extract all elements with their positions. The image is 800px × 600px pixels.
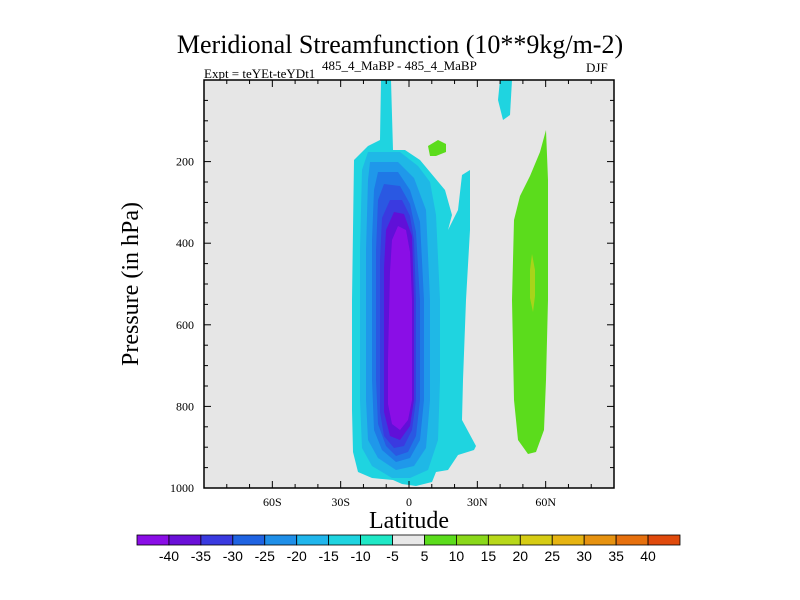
colorbar-swatch [328, 534, 361, 546]
colorbar-label: 10 [449, 548, 465, 564]
colorbar-swatch [487, 534, 521, 546]
run-label: 485_4_MaBP - 485_4_MaBP [322, 58, 477, 73]
experiment-label: Expt = teYEt-teYDt1 [204, 66, 316, 81]
colorbar-swatch [296, 534, 330, 546]
colorbar-swatch [519, 534, 553, 546]
colorbar-label: 5 [421, 548, 429, 564]
x-tick-label: 60N [535, 495, 556, 509]
colorbar-label: 25 [544, 548, 560, 564]
colorbar [136, 534, 681, 546]
y-tick-label: 600 [176, 318, 194, 332]
season-label: DJF [586, 60, 608, 75]
colorbar-swatch [615, 534, 649, 546]
colorbar-swatch [392, 534, 425, 546]
colorbar-label: -30 [223, 548, 243, 564]
x-tick-label: 60S [263, 495, 282, 509]
colorbar-swatch [264, 534, 298, 546]
colorbar-swatch [583, 534, 617, 546]
colorbar-swatch [647, 534, 681, 546]
colorbar-label: 30 [576, 548, 592, 564]
colorbar-label: -40 [159, 548, 179, 564]
colorbar-swatch [551, 534, 585, 546]
x-tick-label: 30N [467, 495, 488, 509]
tick-labels: 60S 30S 0 30N 60N 200 400 600 800 1000 [170, 155, 556, 509]
y-tick-label: 200 [176, 155, 194, 169]
colorbar-swatch [424, 534, 457, 546]
colorbar-label: -25 [255, 548, 275, 564]
x-tick-label: 0 [406, 495, 412, 509]
chart-title: Meridional Streamfunction (10**9kg/m-2) [176, 30, 624, 59]
colorbar-swatch [200, 534, 234, 546]
colorbar-label: -20 [287, 548, 307, 564]
colorbar-swatch [136, 534, 170, 546]
colorbar-label: -5 [386, 548, 399, 564]
colorbar-label: 35 [608, 548, 624, 564]
contour-fill-minus40 [388, 226, 412, 430]
contour-fill-plus15 [530, 254, 535, 312]
y-tick-label: 1000 [170, 481, 194, 495]
contour-fill-upper-strip [498, 80, 512, 120]
y-tick-label: 400 [176, 236, 194, 250]
colorbar-label: 40 [640, 548, 656, 564]
colorbar-label: 15 [481, 548, 497, 564]
colorbar-labels: -40 -35 -30 -25 -20 -15 -10 -5 5 10 15 20 25 30 35 40 [159, 548, 656, 564]
colorbar-label: 20 [513, 548, 529, 564]
contour-fill-plus10-blob [428, 140, 446, 156]
colorbar-swatch [232, 534, 266, 546]
colorbar-label: -10 [350, 548, 370, 564]
colorbar-swatch [360, 534, 393, 546]
colorbar-label: -15 [319, 548, 339, 564]
x-axis-label: Latitude [369, 508, 449, 534]
axis-ticks [203, 79, 615, 489]
colorbar-label: -35 [191, 548, 211, 564]
colorbar-swatch [456, 534, 489, 546]
x-tick-label: 30S [331, 495, 350, 509]
y-axis-label: Pressure (in hPa) [118, 202, 144, 366]
colorbar-swatch [168, 534, 202, 546]
contour-fills [352, 80, 548, 486]
y-tick-label: 800 [176, 399, 194, 413]
